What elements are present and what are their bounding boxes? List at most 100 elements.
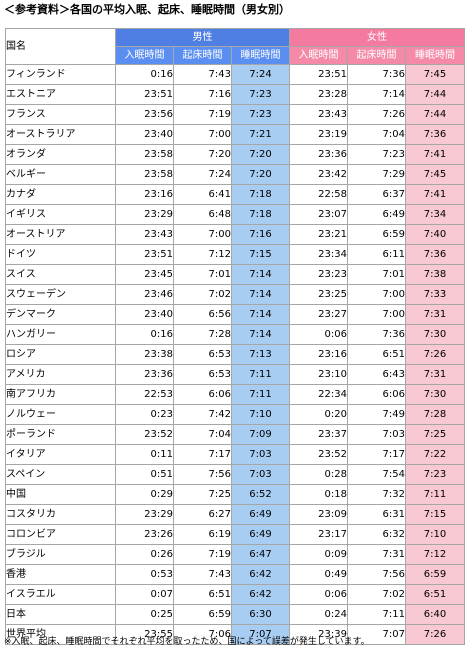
male-wake-time-cell: 7:43 <box>173 564 232 585</box>
female-sleep-duration-cell: 7:26 <box>405 624 465 645</box>
male-wake-time-cell: 7:25 <box>173 484 232 505</box>
female-sleep-onset-cell: 0:06 <box>289 584 348 605</box>
country-cell: ハンガリー <box>5 324 116 345</box>
country-cell: コロンビア <box>5 524 116 545</box>
table-row: ハンガリー 0:16 7:28 7:14 0:06 7:36 7:30 <box>5 324 465 345</box>
female-wake-time-cell: 7:29 <box>347 164 406 185</box>
female-sleep-onset-cell: 23:43 <box>289 104 348 125</box>
male-sleep-onset-cell: 23:16 <box>115 184 174 205</box>
female-sleep-onset-cell: 23:25 <box>289 284 348 305</box>
male-sleep-onset-cell: 22:53 <box>115 384 174 405</box>
male-sleep-onset-cell: 23:29 <box>115 504 174 525</box>
country-cell: 中国 <box>5 484 116 505</box>
male-wake-time-cell: 6:27 <box>173 504 232 525</box>
male-sleep-duration-cell: 6:52 <box>231 484 290 505</box>
male-sleep-onset-cell: 23:45 <box>115 264 174 285</box>
country-cell: デンマーク <box>5 304 116 325</box>
male-sleep-onset-cell: 0:25 <box>115 604 174 625</box>
male-wake-time-cell: 6:51 <box>173 584 232 605</box>
female-sleep-onset-cell: 23:19 <box>289 124 348 145</box>
female-wake-time-header: 起床時間 <box>347 46 406 65</box>
table-row: イスラエル 0:07 6:51 6:42 0:06 7:02 6:51 <box>5 584 465 605</box>
female-wake-time-cell: 6:32 <box>347 524 406 545</box>
male-sleep-duration-cell: 7:18 <box>231 184 290 205</box>
male-wake-time-cell: 7:43 <box>173 64 232 85</box>
male-wake-time-header: 起床時間 <box>173 46 232 65</box>
country-cell: イスラエル <box>5 584 116 605</box>
female-sleep-duration-cell: 6:59 <box>405 564 465 585</box>
female-sleep-duration-cell: 7:44 <box>405 84 465 105</box>
female-sleep-duration-cell: 7:45 <box>405 64 465 85</box>
male-sleep-onset-cell: 23:38 <box>115 344 174 365</box>
male-sleep-onset-cell: 23:51 <box>115 84 174 105</box>
male-sleep-duration-cell: 6:42 <box>231 564 290 585</box>
male-sleep-duration-cell: 7:11 <box>231 364 290 385</box>
male-wake-time-cell: 7:06 <box>173 624 232 645</box>
sleep-time-table: 国名 男性 女性 入眠時間 起床時間 睡眠時間 入眠時間 起床時間 睡眠時間 フ… <box>5 28 465 645</box>
male-sleep-onset-cell: 0:11 <box>115 444 174 465</box>
male-wake-time-cell: 7:04 <box>173 424 232 445</box>
male-sleep-onset-cell: 0:07 <box>115 584 174 605</box>
male-sleep-duration-cell: 7:21 <box>231 124 290 145</box>
male-sleep-onset-cell: 23:55 <box>115 624 174 645</box>
female-sleep-duration-cell: 7:10 <box>405 524 465 545</box>
male-sleep-onset-cell: 0:53 <box>115 564 174 585</box>
table-row: コロンビア 23:26 6:19 6:49 23:17 6:32 7:10 <box>5 524 465 545</box>
table-row: ロシア 23:38 6:53 7:13 23:16 6:51 7:26 <box>5 344 465 365</box>
country-cell: ブラジル <box>5 544 116 565</box>
country-cell: ポーランド <box>5 424 116 445</box>
male-sleep-onset-cell: 0:26 <box>115 544 174 565</box>
country-cell: オーストリア <box>5 224 116 245</box>
female-sleep-duration-header: 睡眠時間 <box>405 46 465 65</box>
country-cell: イタリア <box>5 444 116 465</box>
table-row: ドイツ 23:51 7:12 7:15 23:34 6:11 7:36 <box>5 244 465 265</box>
female-sleep-duration-cell: 7:33 <box>405 284 465 305</box>
female-sleep-duration-cell: 7:36 <box>405 244 465 265</box>
male-sleep-onset-cell: 23:56 <box>115 104 174 125</box>
male-wake-time-cell: 7:16 <box>173 84 232 105</box>
male-sleep-duration-header: 睡眠時間 <box>231 46 290 65</box>
male-wake-time-cell: 6:59 <box>173 604 232 625</box>
male-sleep-onset-cell: 23:36 <box>115 364 174 385</box>
female-sleep-onset-cell: 0:24 <box>289 604 348 625</box>
female-sleep-duration-cell: 7:11 <box>405 484 465 505</box>
male-wake-time-cell: 7:56 <box>173 464 232 485</box>
female-sleep-onset-cell: 23:34 <box>289 244 348 265</box>
table-body: フィンランド 0:16 7:43 7:24 23:51 7:36 7:45 エストニア 23:5… <box>5 64 465 645</box>
female-wake-time-cell: 6:51 <box>347 344 406 365</box>
country-cell: 世界平均 <box>5 624 116 645</box>
female-wake-time-cell: 6:59 <box>347 224 406 245</box>
male-wake-time-cell: 6:56 <box>173 304 232 325</box>
male-wake-time-cell: 7:24 <box>173 164 232 185</box>
male-sleep-duration-cell: 6:42 <box>231 584 290 605</box>
female-sleep-duration-cell: 7:26 <box>405 344 465 365</box>
male-sleep-duration-cell: 7:14 <box>231 304 290 325</box>
female-wake-time-cell: 7:56 <box>347 564 406 585</box>
male-wake-time-cell: 7:12 <box>173 244 232 265</box>
table-row: 日本 0:25 6:59 6:30 0:24 7:11 6:40 <box>5 604 465 625</box>
table-row: ポーランド 23:52 7:04 7:09 23:37 7:03 7:25 <box>5 424 465 445</box>
female-sleep-duration-cell: 7:41 <box>405 184 465 205</box>
male-sleep-onset-cell: 0:29 <box>115 484 174 505</box>
male-sleep-onset-cell: 23:58 <box>115 144 174 165</box>
male-wake-time-cell: 7:00 <box>173 124 232 145</box>
female-sleep-duration-cell: 6:51 <box>405 584 465 605</box>
country-cell: スペイン <box>5 464 116 485</box>
male-wake-time-cell: 7:19 <box>173 544 232 565</box>
female-sleep-onset-cell: 23:16 <box>289 344 348 365</box>
male-sleep-duration-cell: 6:49 <box>231 504 290 525</box>
male-sleep-duration-cell: 7:13 <box>231 344 290 365</box>
country-cell: スウェーデン <box>5 284 116 305</box>
male-sleep-duration-cell: 7:03 <box>231 444 290 465</box>
table-row: オーストラリア 23:40 7:00 7:21 23:19 7:04 7:36 <box>5 124 465 145</box>
country-cell: ロシア <box>5 344 116 365</box>
male-sleep-duration-cell: 7:14 <box>231 284 290 305</box>
female-sleep-duration-cell: 7:31 <box>405 304 465 325</box>
male-wake-time-cell: 6:06 <box>173 384 232 405</box>
female-wake-time-cell: 7:11 <box>347 604 406 625</box>
female-wake-time-cell: 7:26 <box>347 104 406 125</box>
male-sleep-onset-cell: 0:51 <box>115 464 174 485</box>
male-sleep-duration-cell: 7:09 <box>231 424 290 445</box>
table-row: オランダ 23:58 7:20 7:20 23:36 7:23 7:41 <box>5 144 465 165</box>
male-sleep-duration-cell: 7:20 <box>231 144 290 165</box>
